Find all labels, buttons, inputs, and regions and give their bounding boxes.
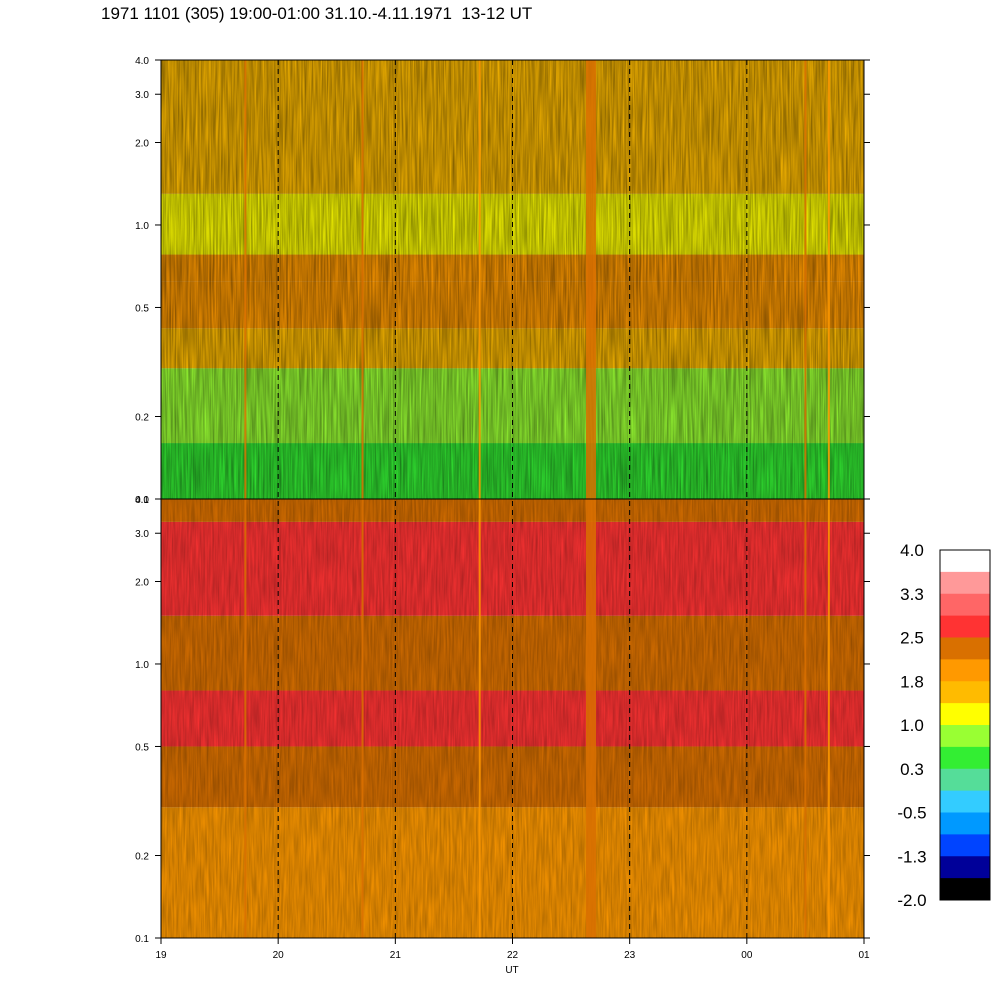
y-tick-label: 2.0 <box>135 138 149 149</box>
figure-title: 1971 1101 (305) 19:00-01:00 31.10.-4.11.… <box>101 4 533 23</box>
colorbar-swatch-5 <box>940 659 990 682</box>
event-line-3 <box>586 60 597 499</box>
colorbar-swatch-7 <box>940 703 990 726</box>
colorbar-swatch-8 <box>940 725 990 748</box>
y-tick-label: 0.1 <box>135 495 149 506</box>
event-line-4 <box>804 60 807 499</box>
colorbar-tick-label: 3.3 <box>900 585 924 604</box>
x-tick-label: 19 <box>155 950 167 961</box>
y-tick-label: 3.0 <box>135 90 149 101</box>
y-tick-label: 0.5 <box>135 742 149 753</box>
axes-layer: 0.10.20.51.02.03.04.00.10.20.51.02.03.04… <box>135 56 870 961</box>
y-tick-label: 4.0 <box>135 495 149 506</box>
colorbar-tick-label: 4.0 <box>900 541 924 560</box>
colorbar: 4.0 3.3 2.5 1.8 1.0 0.3 -0.5 -1.3 -2.0 <box>897 541 991 910</box>
colorbar-swatch-13 <box>940 834 990 857</box>
event-line-2 <box>478 499 481 938</box>
colorbar-swatch-12 <box>940 812 990 835</box>
event-line-5 <box>827 60 830 499</box>
x-tick-label: 20 <box>273 950 285 961</box>
event-line-0 <box>244 60 247 499</box>
colorbar-swatch-10 <box>940 768 990 792</box>
y-tick-label: 4.0 <box>135 56 149 67</box>
colorbar-swatch-2 <box>940 593 990 617</box>
x-tick-label: 23 <box>624 950 636 961</box>
x-tick-label: 01 <box>858 950 870 961</box>
colorbar-frame <box>939 549 991 901</box>
event-line-4 <box>804 499 807 938</box>
y-tick-label: 1.0 <box>135 660 149 671</box>
colorbar-tick-label: -0.5 <box>897 804 926 823</box>
event-line-3 <box>586 499 597 938</box>
event-line-5 <box>827 499 830 938</box>
colorbar-swatch-9 <box>940 746 990 770</box>
colorbar-tick-label: 1.8 <box>900 672 924 691</box>
event-line-2 <box>478 60 481 499</box>
x-tick-label: 00 <box>741 950 753 961</box>
colorbar-swatch-3 <box>940 615 990 638</box>
colorbar-swatch-15 <box>940 878 990 901</box>
colorbar-swatch-1 <box>940 571 990 595</box>
colorbar-swatch-6 <box>940 681 990 704</box>
x-tick-label: 22 <box>507 950 519 961</box>
y-tick-label: 0.2 <box>135 413 149 424</box>
event-line-1 <box>361 499 364 938</box>
colorbar-tick-label: 2.5 <box>900 629 924 648</box>
colorbar-tick-label: 1.0 <box>900 716 924 735</box>
colorbar-tick-label: 0.3 <box>900 760 924 779</box>
event-line-1 <box>361 60 364 499</box>
y-tick-label: 1.0 <box>135 221 149 232</box>
y-tick-label: 0.2 <box>135 852 149 863</box>
y-tick-label: 3.0 <box>135 529 149 540</box>
x-tick-label: 21 <box>390 950 402 961</box>
colorbar-swatch-4 <box>940 637 990 660</box>
colorbar-tick-label: -2.0 <box>897 891 926 910</box>
colorbar-swatch-0 <box>940 550 990 573</box>
y-tick-label: 0.5 <box>135 303 149 314</box>
colorbar-tick-label: -1.3 <box>897 847 926 866</box>
x-axis-label: UT <box>505 965 518 976</box>
colorbar-swatch-14 <box>940 856 990 879</box>
event-line-0 <box>244 499 247 938</box>
y-tick-label: 2.0 <box>135 577 149 588</box>
colorbar-swatch-11 <box>940 790 990 813</box>
y-tick-label: 0.1 <box>135 934 149 945</box>
